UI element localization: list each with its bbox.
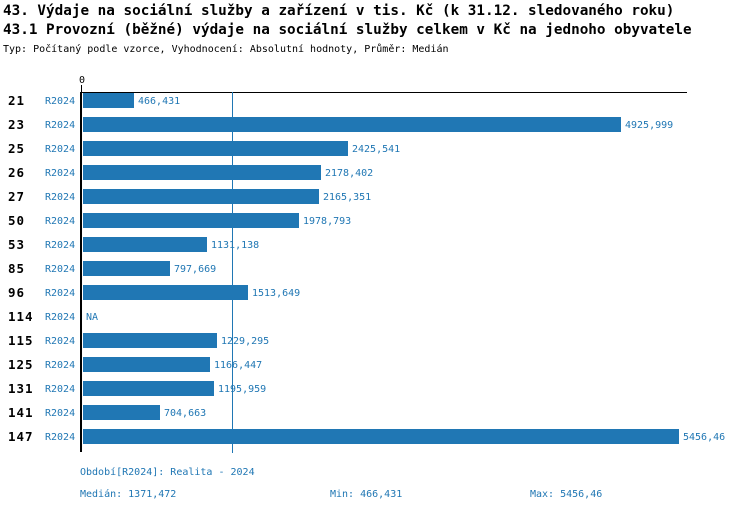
value-label: NA [86,312,99,323]
value-label: 466,431 [138,96,181,107]
value-label: 1978,793 [303,216,352,227]
value-label: 1229,295 [221,336,270,347]
value-label: 1131,138 [211,240,260,251]
bar [83,261,170,276]
value-label: 1166,447 [214,360,263,371]
category-label: 141 [8,405,34,420]
series-label: R2024 [45,432,76,443]
category-label: 25 [8,141,26,156]
bar [83,117,621,132]
category-label: 53 [8,237,26,252]
bar [83,333,217,348]
value-label: 5456,46 [683,432,726,443]
bar [83,213,299,228]
category-label: 96 [8,285,26,300]
series-label: R2024 [45,312,76,323]
chart-row: 141 R2024 704,663 [0,404,750,428]
bar [83,285,248,300]
median-stat: Medián: 1371,472 [80,489,177,500]
category-label: 27 [8,189,26,204]
chart-row: 21 R2024 466,431 [0,92,750,116]
value-label: 1195,959 [218,384,267,395]
series-label: R2024 [45,336,76,347]
chart-row: 125 R2024 1166,447 [0,356,750,380]
bar [83,429,679,444]
chart-row: 114 R2024 NA [0,308,750,332]
chart-row: 147 R2024 5456,46 [0,428,750,452]
chart-row: 96 R2024 1513,649 [0,284,750,308]
chart-row: 23 R2024 4925,999 [0,116,750,140]
value-label: 2425,541 [352,144,401,155]
bar [83,165,321,180]
value-label: 1513,649 [252,288,301,299]
series-label: R2024 [45,120,76,131]
report-title: 43. Výdaje na sociální služby a zařízení… [3,3,675,19]
series-label: R2024 [45,264,76,275]
chart-row: 50 R2024 1978,793 [0,212,750,236]
series-label: R2024 [45,384,76,395]
series-label: R2024 [45,168,76,179]
category-label: 131 [8,381,34,396]
bar [83,405,160,420]
report-meta-line: Typ: Počítaný podle vzorce, Vyhodnocení:… [3,44,449,55]
bar [83,357,210,372]
chart-row: 85 R2024 797,669 [0,260,750,284]
axis-zero-label: 0 [78,75,86,86]
axis-vertical-line [80,92,82,452]
chart-row: 26 R2024 2178,402 [0,164,750,188]
value-label: 2165,351 [323,192,372,203]
category-label: 85 [8,261,26,276]
series-label: R2024 [45,216,76,227]
series-label: R2024 [45,144,76,155]
report-subtitle: 43.1 Provozní (běžné) výdaje na sociální… [3,22,692,38]
series-label: R2024 [45,360,76,371]
min-stat: Min: 466,431 [330,489,403,500]
series-label: R2024 [45,288,76,299]
period-label: Období[R2024]: Realita - 2024 [80,467,255,478]
bar [83,93,134,108]
value-label: 704,663 [164,408,207,419]
chart-row: 131 R2024 1195,959 [0,380,750,404]
series-label: R2024 [45,240,76,251]
series-label: R2024 [45,96,76,107]
bar [83,381,214,396]
category-label: 21 [8,93,26,108]
axis-top-line [82,92,687,93]
bar [83,141,348,156]
axis-zero-tick [81,85,82,92]
value-label: 2178,402 [325,168,374,179]
chart-row: 27 R2024 2165,351 [0,188,750,212]
series-label: R2024 [45,192,76,203]
value-label: 797,669 [174,264,217,275]
bar [83,237,207,252]
chart-row: 115 R2024 1229,295 [0,332,750,356]
chart-row: 53 R2024 1131,138 [0,236,750,260]
category-label: 147 [8,429,34,444]
series-label: R2024 [45,408,76,419]
category-label: 23 [8,117,26,132]
category-label: 114 [8,309,34,324]
category-label: 115 [8,333,34,348]
median-line [232,92,233,453]
category-label: 50 [8,213,26,228]
category-label: 26 [8,165,26,180]
horizontal-bar-chart: 0 21 R2024 466,431 23 R2024 4925,999 25 R2024 24… [0,75,750,453]
value-label: 4925,999 [625,120,674,131]
max-stat: Max: 5456,46 [530,489,603,500]
chart-row: 25 R2024 2425,541 [0,140,750,164]
bar [83,189,319,204]
category-label: 125 [8,357,34,372]
